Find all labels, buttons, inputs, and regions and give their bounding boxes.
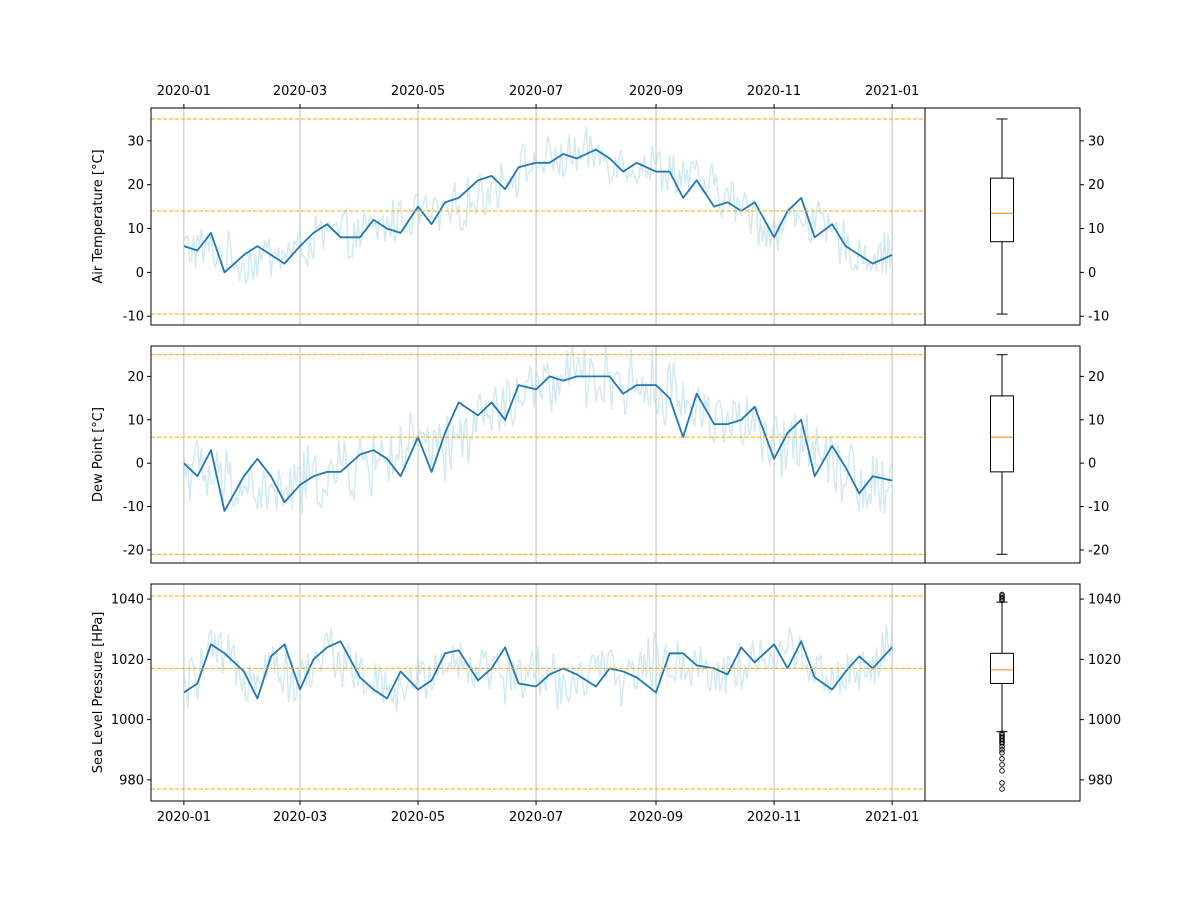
plot-frame bbox=[150, 583, 926, 802]
y-tick-label-right: 1040 bbox=[1088, 593, 1121, 608]
boxplot-frame bbox=[924, 583, 1081, 802]
y-tick-label: -20 bbox=[123, 543, 144, 558]
x-tick-label: 2020-07 bbox=[509, 810, 563, 825]
y-tick-label-right: -20 bbox=[1088, 543, 1109, 558]
smoothed-series-line bbox=[183, 148, 893, 274]
y-tick-label-right: 980 bbox=[1088, 773, 1113, 788]
x-tick-label: 2020-07 bbox=[509, 84, 563, 99]
y-tick-label: 30 bbox=[127, 134, 144, 149]
y-tick-label-right: 0 bbox=[1088, 266, 1096, 281]
box-iqr bbox=[990, 652, 1014, 684]
boxplot-frame bbox=[924, 345, 1081, 564]
smoothed-series-line bbox=[183, 640, 893, 700]
y-tick-label-right: 20 bbox=[1088, 178, 1105, 193]
chart-panel: -10 -10 0 0 10 10 20 20 30 30 Air Temperature [°C]… bbox=[91, 84, 1109, 326]
chart-panel: 980 980 1000 1000 1020 1020 1040 1040 Sea Level … bbox=[91, 583, 1121, 825]
x-tick-label: 2020-01 bbox=[157, 810, 211, 825]
y-tick-label: -10 bbox=[123, 310, 144, 325]
box-outlier bbox=[999, 786, 1005, 792]
x-tick-label: 2020-09 bbox=[629, 810, 683, 825]
y-tick-label: 1000 bbox=[111, 713, 144, 728]
box-outlier bbox=[999, 744, 1005, 750]
x-tick-label: 2020-09 bbox=[629, 84, 683, 99]
daily-series-line bbox=[183, 346, 893, 515]
y-tick-label: 10 bbox=[127, 413, 144, 428]
box-outlier bbox=[999, 756, 1005, 762]
y-tick-label: 1040 bbox=[111, 593, 144, 608]
box-outlier bbox=[999, 762, 1005, 768]
y-tick-label: 10 bbox=[127, 222, 144, 237]
x-tick-label: 2020-03 bbox=[273, 84, 327, 99]
daily-series-line bbox=[183, 620, 893, 713]
y-tick-label: 20 bbox=[127, 370, 144, 385]
y-tick-label: 20 bbox=[127, 178, 144, 193]
chart-panel: -20 -20 -10 -10 0 0 10 10 20 20 Dew Point [°C] bbox=[91, 345, 1109, 564]
y-tick-label-right: 1020 bbox=[1088, 653, 1121, 668]
y-tick-label-right: -10 bbox=[1088, 500, 1109, 515]
y-tick-label: 1020 bbox=[111, 653, 144, 668]
y-tick-label: 980 bbox=[119, 773, 144, 788]
y-tick-label: 0 bbox=[136, 457, 144, 472]
y-axis-label: Sea Level Pressure [HPa] bbox=[91, 612, 106, 774]
x-tick-label: 2020-01 bbox=[157, 84, 211, 99]
y-tick-label-right: -10 bbox=[1088, 310, 1109, 325]
boxplot-frame bbox=[924, 107, 1081, 326]
x-tick-label: 2020-05 bbox=[391, 84, 445, 99]
x-tick-label: 2020-03 bbox=[273, 810, 327, 825]
y-tick-label: -10 bbox=[123, 500, 144, 515]
x-tick-label: 2021-01 bbox=[865, 84, 919, 99]
x-tick-label: 2021-01 bbox=[865, 810, 919, 825]
box-outlier bbox=[999, 750, 1005, 756]
y-tick-label-right: 10 bbox=[1088, 413, 1105, 428]
x-tick-label: 2020-05 bbox=[391, 810, 445, 825]
box-outlier bbox=[999, 780, 1005, 786]
plot-frame bbox=[150, 107, 926, 326]
x-tick-label: 2020-11 bbox=[747, 84, 801, 99]
daily-series-line bbox=[183, 126, 893, 286]
smoothed-series-line bbox=[183, 375, 893, 512]
y-tick-label: 0 bbox=[136, 266, 144, 281]
y-axis-label: Dew Point [°C] bbox=[91, 407, 106, 502]
box-outlier bbox=[999, 747, 1005, 753]
y-tick-label-right: 10 bbox=[1088, 222, 1105, 237]
x-tick-label: 2020-11 bbox=[747, 810, 801, 825]
box-outlier bbox=[999, 591, 1005, 598]
y-tick-label-right: 20 bbox=[1088, 370, 1105, 385]
y-tick-label-right: 30 bbox=[1088, 134, 1105, 149]
y-tick-label-right: 0 bbox=[1088, 457, 1096, 472]
box-iqr bbox=[990, 395, 1014, 473]
box-iqr bbox=[990, 177, 1014, 243]
box-outlier bbox=[999, 740, 1005, 747]
y-axis-label: Air Temperature [°C] bbox=[91, 149, 106, 283]
box-outlier bbox=[999, 768, 1005, 774]
y-tick-label-right: 1000 bbox=[1088, 713, 1121, 728]
